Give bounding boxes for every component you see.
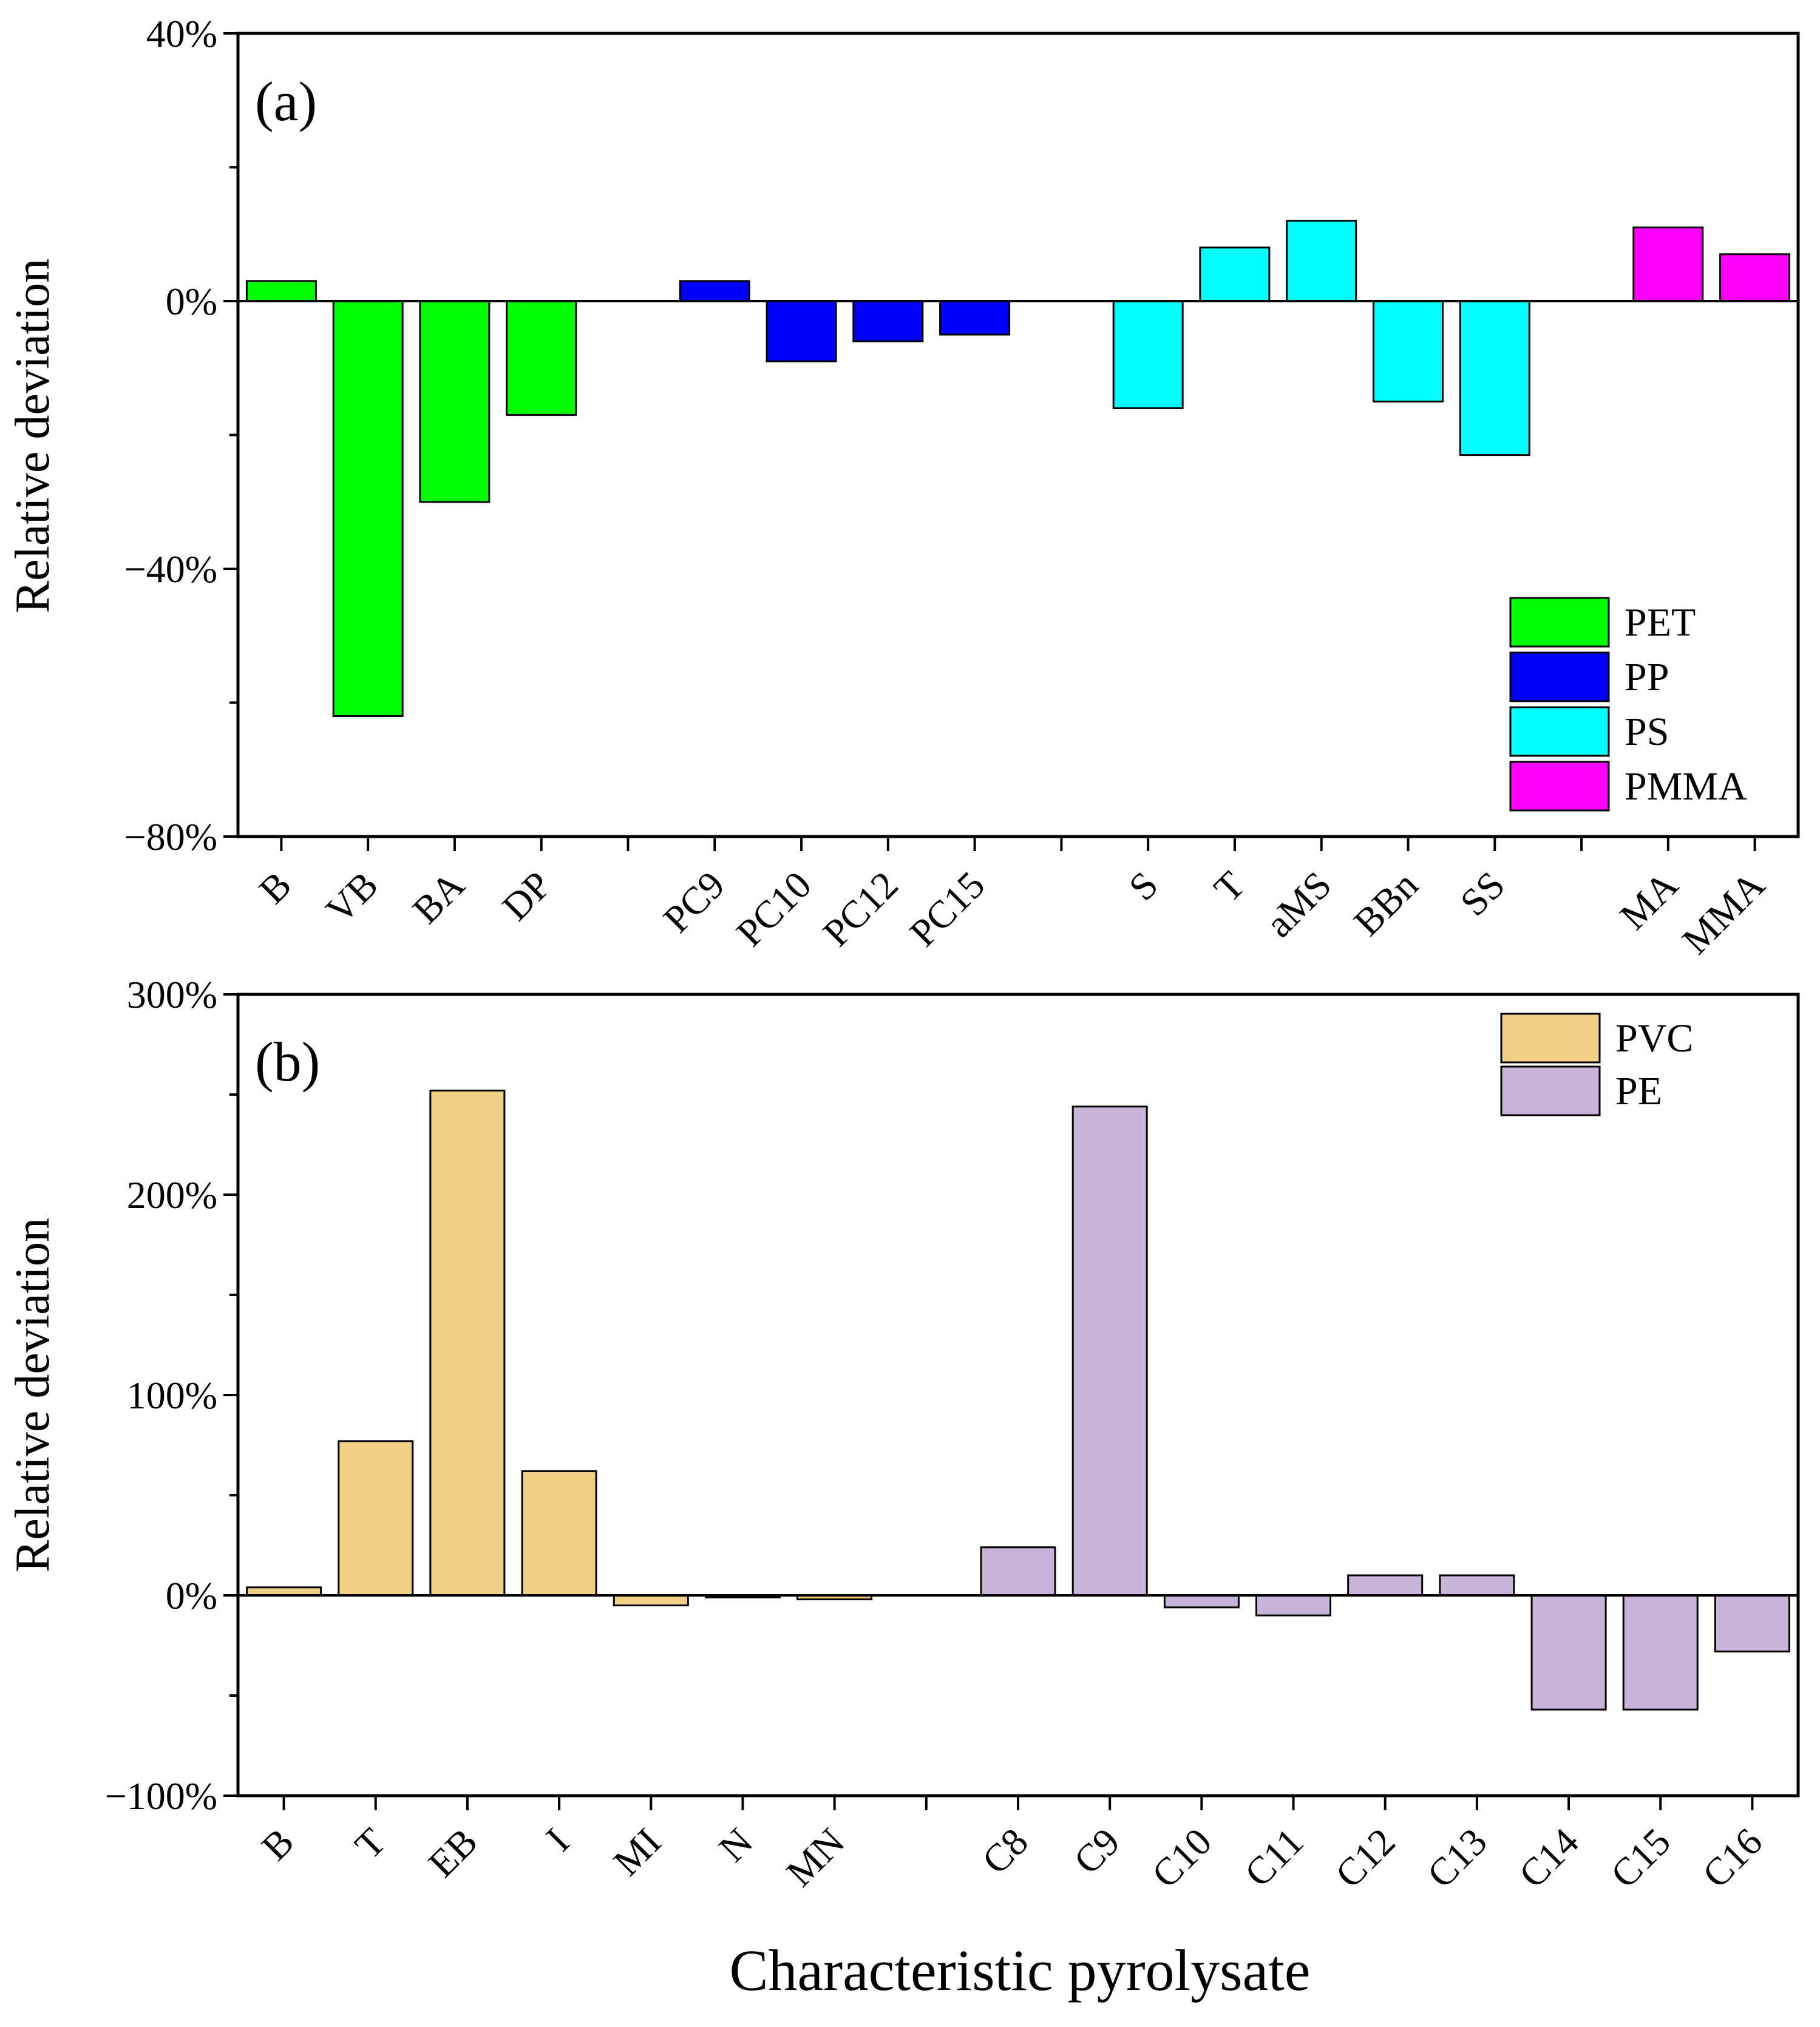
x-tick-label-eb: EB — [420, 1820, 486, 1886]
y-tick-label: −40% — [124, 548, 217, 591]
x-tick-label-c12: C12 — [1327, 1820, 1404, 1896]
legend-swatch-pvc — [1500, 1013, 1601, 1064]
legend-swatch-pp — [1509, 651, 1610, 702]
bar-pp-pc12 — [852, 300, 924, 342]
legend-label-ps: PS — [1625, 710, 1669, 754]
x-tick-label-i: I — [538, 1820, 577, 1859]
legend-label-pmma: PMMA — [1625, 764, 1747, 809]
x-tick-label-c11: C11 — [1236, 1820, 1311, 1895]
x-tick-label-t: T — [347, 1820, 394, 1867]
y-tick-label: 300% — [127, 973, 217, 1016]
y-tick-label: 40% — [146, 12, 217, 55]
x-tick-label-b: B — [251, 863, 299, 912]
panel-label: (b) — [255, 1031, 320, 1093]
x-tick-label-n: N — [710, 1820, 761, 1870]
bar-ps-ams — [1286, 220, 1357, 302]
legend: PVC PE — [1500, 1013, 1693, 1116]
bar-ps-ss — [1459, 300, 1530, 457]
y-axis-label: Relative deviation — [6, 1218, 59, 1572]
x-tick-label-c8: C8 — [974, 1820, 1036, 1883]
bar-pe-c8 — [980, 1546, 1056, 1597]
bar-pp-pc9 — [679, 280, 750, 302]
bar-pp-pc15 — [939, 300, 1011, 336]
legend-label-pet: PET — [1625, 600, 1696, 645]
x-tick-label-ams: aMS — [1257, 863, 1340, 946]
x-tick-label-c10: C10 — [1144, 1820, 1220, 1896]
y-tick-label: 200% — [127, 1173, 217, 1217]
x-axis-label: Characteristic pyrolysate — [730, 1938, 1311, 2003]
x-tick-label-vb: VB — [317, 863, 386, 932]
panel-b: −100%0%100%200%300%B T EB I MI N MN C8 C9 C10 C11 C… — [6, 973, 1800, 1896]
bar-ps-bbn — [1373, 300, 1444, 402]
legend-swatch-pmma — [1509, 761, 1610, 812]
x-tick-label-bbn: BBn — [1345, 863, 1426, 944]
legend-swatch-pe — [1500, 1065, 1601, 1116]
bar-pmma-ma — [1632, 226, 1704, 302]
bar-pet-vb — [332, 300, 404, 717]
bar-pe-c16 — [1714, 1594, 1790, 1652]
x-tick-label-c13: C13 — [1419, 1820, 1495, 1896]
x-tick-label-pc10: PC10 — [728, 863, 820, 955]
x-tick-label-mma: MMA — [1674, 863, 1773, 962]
bar-ps-s — [1112, 300, 1184, 409]
bar-pe-c11 — [1255, 1594, 1331, 1617]
bar-pe-c12 — [1347, 1574, 1424, 1597]
bar-pet-dp — [506, 300, 577, 416]
bar-pmma-mma — [1719, 253, 1791, 302]
legend-label-pp: PP — [1625, 655, 1669, 699]
bar-pe-c14 — [1530, 1594, 1607, 1711]
bar-pe-c15 — [1622, 1594, 1699, 1711]
bar-pvc-mi — [613, 1594, 689, 1606]
legend-swatch-pet — [1509, 597, 1610, 648]
x-tick-label-pc12: PC12 — [815, 863, 906, 955]
panel-label: (a) — [255, 70, 317, 132]
x-tick-label-mn: MN — [778, 1820, 852, 1895]
x-tick-label-b: B — [253, 1820, 302, 1869]
y-tick-label: 100% — [127, 1374, 217, 1417]
legend-swatch-ps — [1509, 706, 1610, 757]
bar-pe-c9 — [1071, 1105, 1148, 1597]
bar-pvc-t — [338, 1440, 414, 1597]
y-tick-label: −80% — [124, 815, 217, 858]
x-tick-label-t: T — [1206, 863, 1253, 911]
legend-label-pe: PE — [1615, 1069, 1662, 1113]
x-tick-label-dp: DP — [494, 863, 560, 929]
x-tick-label-pc15: PC15 — [902, 863, 993, 955]
x-tick-label-c9: C9 — [1065, 1820, 1128, 1883]
bar-pp-pc10 — [766, 300, 837, 362]
x-tick-label-c15: C15 — [1602, 1820, 1679, 1896]
x-tick-label-c14: C14 — [1510, 1820, 1587, 1896]
x-tick-label-ma: MA — [1612, 863, 1686, 938]
bar-ps-t — [1199, 246, 1271, 302]
bar-pvc-eb — [429, 1089, 506, 1597]
bar-pe-c13 — [1439, 1574, 1515, 1597]
legend-label-pvc: PVC — [1615, 1016, 1693, 1061]
y-axis-label: Relative deviation — [6, 259, 59, 613]
x-tick-label-s: S — [1121, 863, 1166, 909]
x-tick-label-ss: SS — [1452, 863, 1513, 925]
bar-pet-ba — [419, 300, 491, 503]
x-tick-label-ba: BA — [404, 863, 473, 932]
y-tick-label: 0% — [166, 280, 217, 323]
bar-pvc-i — [521, 1470, 597, 1597]
bar-pe-c10 — [1163, 1594, 1240, 1609]
x-tick-label-mi: MI — [605, 1820, 670, 1884]
legend: PET PP PS PMMA — [1509, 597, 1747, 812]
x-tick-label-c16: C16 — [1694, 1820, 1771, 1896]
y-tick-label: 0% — [166, 1574, 217, 1617]
x-tick-label-pc9: PC9 — [655, 863, 733, 941]
bar-pet-b — [245, 280, 317, 302]
y-tick-label: −100% — [105, 1774, 217, 1818]
